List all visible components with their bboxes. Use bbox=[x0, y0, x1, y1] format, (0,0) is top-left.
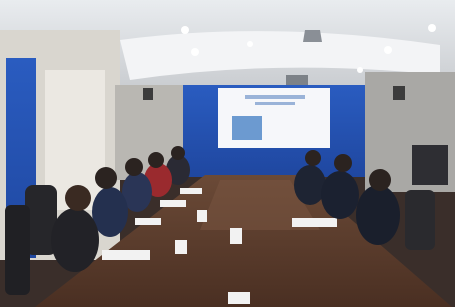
speaker bbox=[143, 88, 153, 100]
pendant-lamp bbox=[303, 30, 322, 42]
screen-image bbox=[232, 116, 262, 140]
speaker bbox=[393, 86, 405, 100]
projector bbox=[286, 75, 308, 85]
screen-title-line bbox=[245, 95, 305, 99]
screen-title-line bbox=[255, 102, 295, 105]
page bbox=[0, 0, 455, 307]
meeting-room-photo bbox=[0, 0, 455, 307]
